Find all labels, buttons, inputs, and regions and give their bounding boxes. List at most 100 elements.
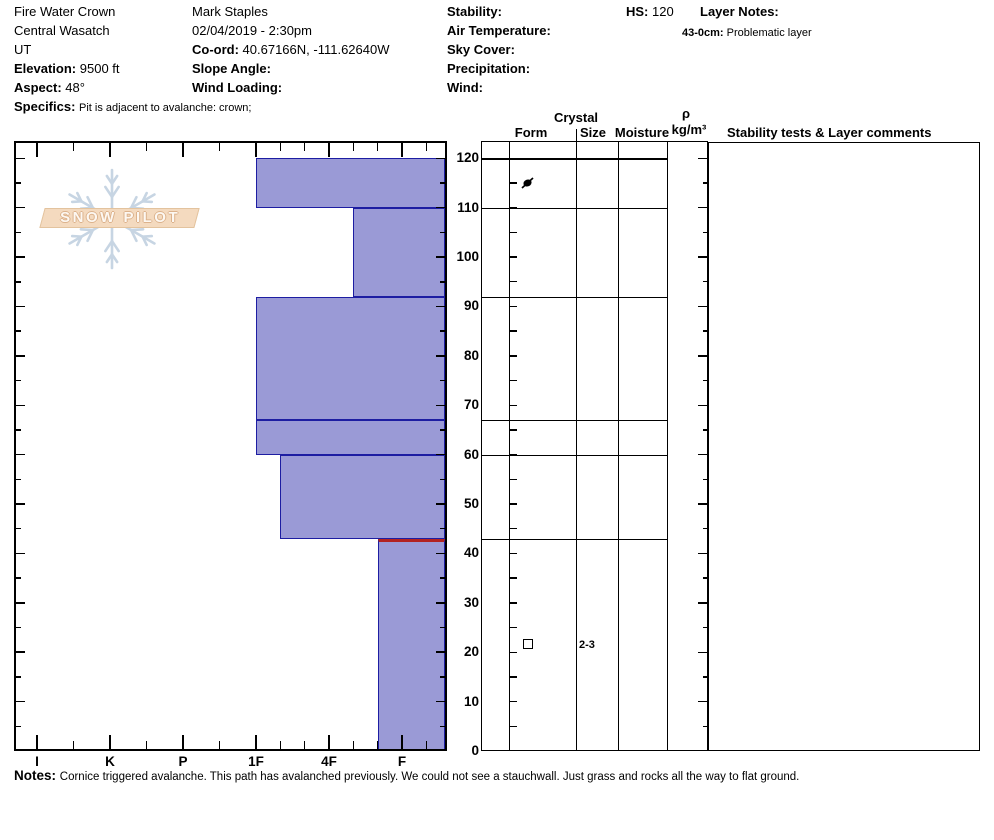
depth-tick-right <box>436 651 445 653</box>
hardness-minor-tick-top <box>377 143 379 151</box>
depth-tick-right <box>440 725 445 728</box>
snowpilot-banner: SNOW PILOT <box>39 208 200 228</box>
stability-box-depth-tick <box>703 528 707 530</box>
depth-tick-left <box>16 355 25 357</box>
depth-tick-right <box>436 157 445 160</box>
hardness-label-1F: 1F <box>248 754 264 769</box>
depth-label-40: 40 <box>463 545 479 561</box>
depth-tick-left <box>16 231 21 234</box>
stability-box-depth-tick <box>703 676 707 678</box>
form-column-depth-tick <box>509 577 517 579</box>
table-row-line-110cm <box>482 207 667 209</box>
notes-text: Cornice triggered avalanche. This path h… <box>59 771 800 783</box>
pit-datetime: 02/04/2019 - 2:30pm <box>192 23 312 38</box>
depth-tick-right <box>440 182 445 184</box>
coord-label: Co-ord: <box>192 42 243 57</box>
depth-label-10: 10 <box>463 693 479 709</box>
depth-tick-left <box>16 305 25 308</box>
wind-label: Wind: <box>447 80 483 95</box>
depth-tick-left <box>16 182 21 184</box>
coordinates-row: Co-ord: 40.67166N, -111.62640W <box>192 42 390 57</box>
elevation-value: 9500 ft <box>79 61 120 76</box>
depth-label-70: 70 <box>463 397 479 413</box>
snow-layer-43-0cm <box>377 538 445 749</box>
snow-layer-67-60cm <box>256 420 445 455</box>
depth-tick-right <box>440 281 445 283</box>
notes-row: Notes: Cornice triggered avalanche. This… <box>14 768 799 785</box>
observer-name: Mark Staples <box>192 4 268 19</box>
air-temp-label: Air Temperature: <box>447 23 551 38</box>
depth-tick-left <box>16 577 21 579</box>
depth-tick-left <box>16 552 25 555</box>
table-row-line-60cm <box>482 454 667 456</box>
form-column-depth-tick <box>509 355 517 357</box>
depth-tick-left <box>16 651 25 653</box>
depth-label-60: 60 <box>463 446 479 462</box>
stability-box-depth-tick <box>698 404 707 406</box>
depth-tick-left <box>16 602 25 604</box>
depth-tick-right <box>440 527 445 530</box>
pit-state: UT <box>14 42 32 57</box>
form-column-depth-tick <box>509 453 517 456</box>
depth-tick-left <box>16 379 21 382</box>
hardness-profile-plot <box>14 141 447 751</box>
depth-tick-left <box>16 404 25 407</box>
depth-tick-right <box>436 256 445 258</box>
form-column-depth-tick <box>509 182 517 184</box>
stability-box-depth-tick <box>703 231 707 234</box>
hardness-major-tick-bottom <box>255 735 257 749</box>
form-column-depth-tick <box>509 528 517 530</box>
hardness-minor-tick-top <box>304 143 306 151</box>
depth-label-50: 50 <box>463 496 479 512</box>
depth-tick-left <box>16 281 21 283</box>
table-row-line-67cm <box>482 420 667 422</box>
form-column-depth-tick <box>509 157 517 159</box>
depth-label-120: 120 <box>456 150 479 166</box>
grain-form-faceted-crystals-icon <box>523 639 533 650</box>
depth-tick-right <box>440 478 445 481</box>
stability-box-depth-tick <box>703 478 707 481</box>
stability-box-depth-tick <box>703 330 707 332</box>
stability-box-depth-tick <box>698 700 707 703</box>
hardness-minor-tick-bottom <box>304 741 306 749</box>
depth-tick-right <box>436 552 445 555</box>
stability-box-depth-tick <box>698 552 707 555</box>
hardness-major-tick-bottom <box>182 735 184 749</box>
table-column-divider <box>576 141 578 751</box>
form-column-depth-tick <box>509 725 517 727</box>
depth-tick-right <box>436 404 445 407</box>
crystal-header: Crystal <box>553 110 599 125</box>
specifics-label: Specifics: <box>14 99 80 114</box>
coord-value: 40.67166N, -111.62640W <box>242 42 390 57</box>
hardness-minor-tick-bottom <box>377 741 379 749</box>
density-rho-header: ρ <box>681 106 691 121</box>
depth-tick-right <box>440 676 445 678</box>
aspect-value: 48° <box>65 80 85 95</box>
depth-tick-left <box>16 157 25 160</box>
hardness-major-tick-top <box>328 143 330 157</box>
layer-note-row: 43-0cm: Problematic layer <box>682 24 812 41</box>
precip-label: Precipitation: <box>447 61 531 76</box>
density-column-box <box>667 141 708 751</box>
depth-tick-right <box>440 577 445 579</box>
hs-value: 120 <box>652 4 674 19</box>
depth-tick-left <box>16 478 21 481</box>
hardness-label-4F: 4F <box>321 754 337 769</box>
stability-box-depth-tick <box>698 453 707 456</box>
hardness-major-tick-bottom <box>328 735 330 749</box>
table-column-divider <box>618 141 620 751</box>
depth-tick-left <box>16 453 25 456</box>
snowpilot-logo: SNOW PILOT <box>39 167 210 277</box>
depth-label-20: 20 <box>463 644 479 660</box>
depth-tick-left <box>16 206 25 209</box>
depth-tick-right <box>436 700 445 703</box>
hardness-label-F: F <box>397 754 407 769</box>
depth-tick-left <box>16 256 25 258</box>
depth-tick-left <box>16 330 21 332</box>
form-column-depth-tick <box>509 207 517 209</box>
slope-angle-label: Slope Angle: <box>192 61 271 76</box>
depth-tick-left <box>16 429 21 431</box>
depth-tick-left <box>16 626 21 629</box>
snow-layer-120-110cm <box>256 158 445 208</box>
sky-cover-label: Sky Cover: <box>447 42 515 57</box>
